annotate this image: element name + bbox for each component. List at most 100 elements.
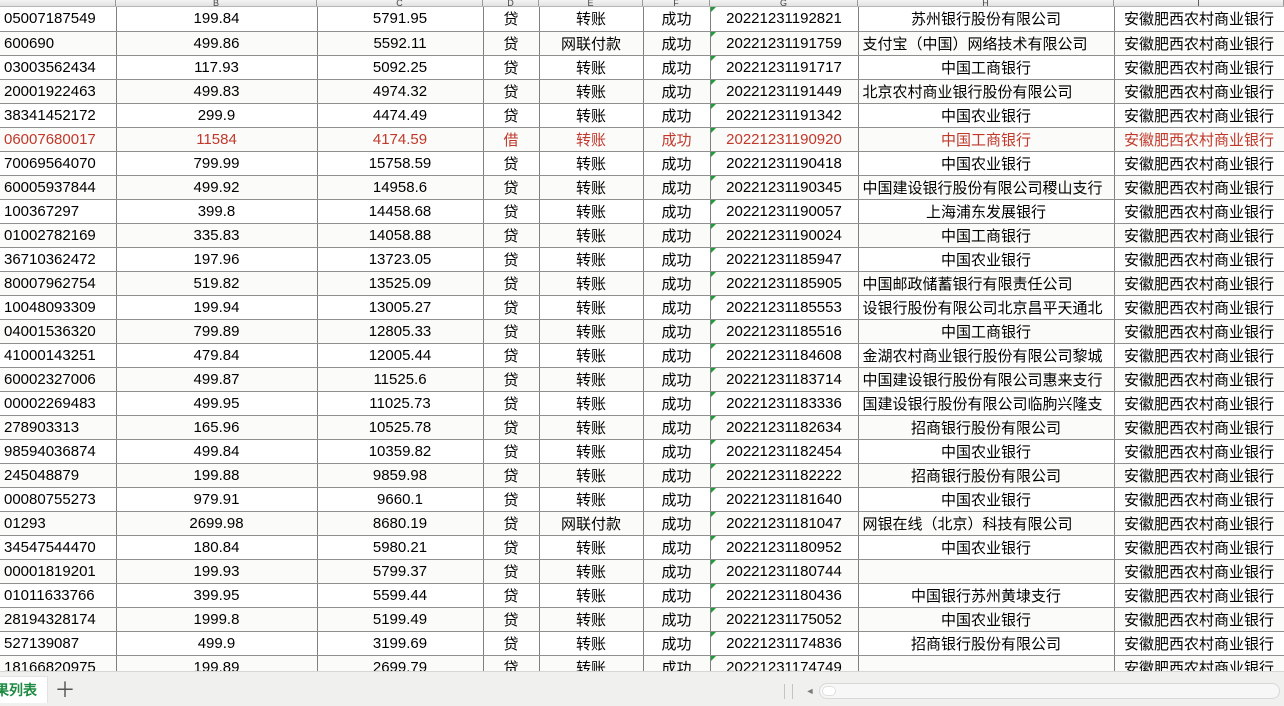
cell-ourbank[interactable]: 安徽肥西农村商业银行 [1114,439,1284,464]
cell-account[interactable]: 01011633766 [0,583,117,608]
cell-type[interactable]: 转账 [539,655,644,671]
scroll-track[interactable] [819,683,1280,699]
cell-account[interactable]: 36710362472 [0,247,117,272]
cell-dc[interactable]: 贷 [483,199,540,224]
cell-dc[interactable]: 贷 [483,583,540,608]
table-row[interactable]: 01011633766 399.95 5599.44 贷转账 成功 20221231180… [0,583,1284,608]
cell-amount[interactable]: 499.83 [116,79,318,104]
cell-status[interactable]: 成功 [643,535,711,560]
cell-balance[interactable]: 12005.44 [317,343,484,368]
table-row[interactable]: 00080755273 979.91 9660.1 贷转账 成功 202212311816… [0,487,1284,512]
cell-amount[interactable]: 499.87 [116,367,318,392]
cell-amount[interactable]: 499.95 [116,391,318,416]
cell-account[interactable]: 278903313 [0,415,117,440]
cell-status[interactable]: 成功 [643,31,711,56]
add-sheet-button[interactable]: ＋ [54,679,76,702]
cell-ourbank[interactable]: 安徽肥西农村商业银行 [1114,223,1284,248]
table-row[interactable]: 38341452172 299.9 4474.49 贷转账 成功 202212311913… [0,103,1284,128]
cell-type[interactable]: 转账 [539,271,644,296]
cell-ourbank[interactable]: 安徽肥西农村商业银行 [1114,631,1284,656]
cell-type[interactable]: 转账 [539,415,644,440]
cell-ourbank[interactable]: 安徽肥西农村商业银行 [1114,271,1284,296]
cell-opbank[interactable]: 中国农业银行 [858,535,1115,560]
cell-serial[interactable]: 20221231174749 [710,655,859,671]
column-header-b[interactable]: B [116,0,317,6]
cell-status[interactable]: 成功 [643,607,711,632]
cell-status[interactable]: 成功 [643,559,711,584]
cell-amount[interactable]: 199.93 [116,559,318,584]
cell-amount[interactable]: 399.8 [116,199,318,224]
cell-status[interactable]: 成功 [643,463,711,488]
cell-account[interactable]: 18166820975 [0,655,117,671]
cell-serial[interactable]: 20221231190345 [710,175,859,200]
cell-ourbank[interactable]: 安徽肥西农村商业银行 [1114,487,1284,512]
cell-amount[interactable]: 499.92 [116,175,318,200]
cell-serial[interactable]: 20221231174836 [710,631,859,656]
cell-ourbank[interactable]: 安徽肥西农村商业银行 [1114,415,1284,440]
cell-opbank[interactable]: 中国建设银行股份有限公司稷山支行 [858,175,1115,200]
cell-balance[interactable]: 10359.82 [317,439,484,464]
cell-dc[interactable]: 贷 [483,79,540,104]
cell-ourbank[interactable]: 安徽肥西农村商业银行 [1114,151,1284,176]
cell-ourbank[interactable]: 安徽肥西农村商业银行 [1114,31,1284,56]
cell-amount[interactable]: 479.84 [116,343,318,368]
column-header-d[interactable]: D [483,0,539,6]
cell-amount[interactable]: 499.84 [116,439,318,464]
cell-account[interactable]: 60005937844 [0,175,117,200]
cell-account[interactable]: 20001922463 [0,79,117,104]
cell-account[interactable]: 98594036874 [0,439,117,464]
table-row[interactable]: 41000143251 479.84 12005.44 贷转账 成功 2022123118… [0,343,1284,368]
cell-account[interactable]: 00080755273 [0,487,117,512]
table-row[interactable]: 527139087 499.9 3199.69 贷转账 成功 20221231174836… [0,631,1284,656]
cell-ourbank[interactable]: 安徽肥西农村商业银行 [1114,247,1284,272]
cell-ourbank[interactable]: 安徽肥西农村商业银行 [1114,79,1284,104]
cell-amount[interactable]: 499.9 [116,631,318,656]
cell-status[interactable]: 成功 [643,631,711,656]
horizontal-scrollbar[interactable]: ◄ [784,680,1284,702]
cell-serial[interactable]: 20221231191449 [710,79,859,104]
cell-balance[interactable]: 15758.59 [317,151,484,176]
cell-status[interactable]: 成功 [643,343,711,368]
cell-account[interactable]: 03003562434 [0,55,117,80]
cell-type[interactable]: 转账 [539,151,644,176]
cell-opbank[interactable]: 中国农业银行 [858,103,1115,128]
cell-dc[interactable]: 贷 [483,415,540,440]
column-header-i[interactable]: I [1114,0,1284,6]
cell-account[interactable]: 527139087 [0,631,117,656]
cell-opbank[interactable] [858,655,1115,671]
table-row[interactable]: 80007962754 519.82 13525.09 贷转账 成功 2022123118… [0,271,1284,296]
cell-amount[interactable]: 199.94 [116,295,318,320]
cell-balance[interactable]: 5799.37 [317,559,484,584]
cell-serial[interactable]: 20221231181640 [710,487,859,512]
cell-serial[interactable]: 20221231191759 [710,31,859,56]
table-row[interactable]: 28194328174 1999.8 5199.49 贷转账 成功 20221231175… [0,607,1284,632]
cell-opbank[interactable]: 招商银行股份有限公司 [858,415,1115,440]
cell-type[interactable]: 转账 [539,583,644,608]
cell-amount[interactable]: 197.96 [116,247,318,272]
cell-dc[interactable]: 贷 [483,31,540,56]
column-header-g[interactable]: G [710,0,858,6]
cell-dc[interactable]: 贷 [483,391,540,416]
cell-amount[interactable]: 979.91 [116,487,318,512]
cell-status[interactable]: 成功 [643,223,711,248]
scroll-left-arrow-icon[interactable]: ◄ [805,686,815,696]
table-row[interactable]: 98594036874 499.84 10359.82 贷转账 成功 2022123118… [0,439,1284,464]
cell-serial[interactable]: 20221231185553 [710,295,859,320]
cell-dc[interactable]: 贷 [483,223,540,248]
cell-serial[interactable]: 20221231191342 [710,103,859,128]
cell-amount[interactable]: 199.89 [116,655,318,671]
scroll-split-handle[interactable] [784,683,793,699]
cell-serial[interactable]: 20221231182634 [710,415,859,440]
cell-opbank[interactable]: 中国农业银行 [858,151,1115,176]
cell-account[interactable]: 245048879 [0,463,117,488]
cell-balance[interactable]: 13723.05 [317,247,484,272]
cell-dc[interactable]: 贷 [483,463,540,488]
table-row[interactable]: 00001819201 199.93 5799.37 贷转账 成功 20221231180… [0,559,1284,584]
cell-ourbank[interactable]: 安徽肥西农村商业银行 [1114,367,1284,392]
cell-balance[interactable]: 3199.69 [317,631,484,656]
column-header-h[interactable]: H [858,0,1114,6]
cell-type[interactable]: 转账 [539,607,644,632]
cell-ourbank[interactable]: 安徽肥西农村商业银行 [1114,463,1284,488]
cell-status[interactable]: 成功 [643,415,711,440]
cell-type[interactable]: 转账 [539,559,644,584]
